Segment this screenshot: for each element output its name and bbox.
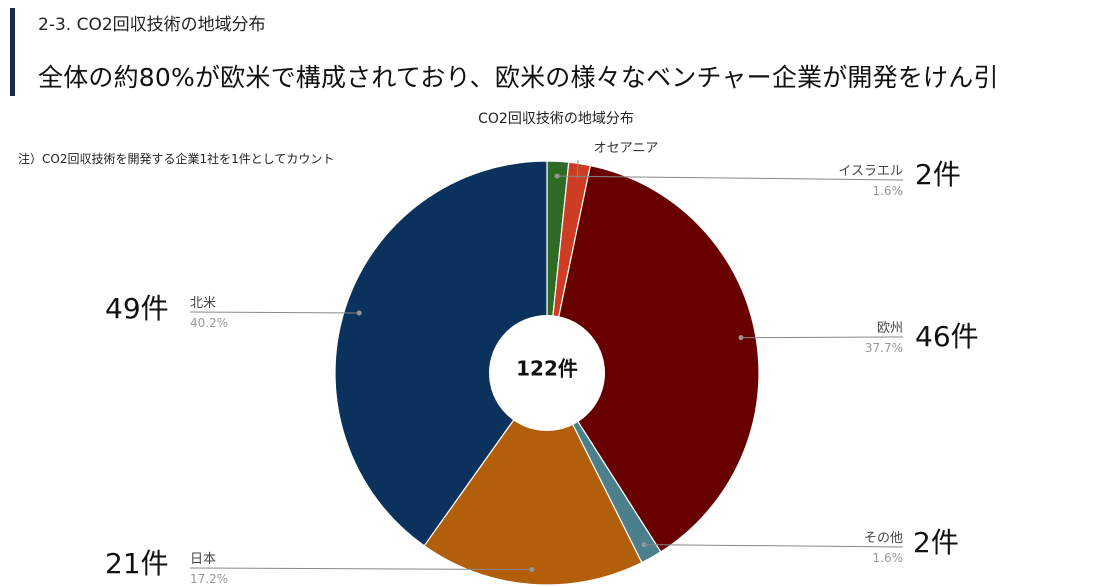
slice-percent-europe: 37.7% xyxy=(865,341,903,355)
donut-hole xyxy=(489,315,605,431)
leader-line-japan xyxy=(189,567,532,571)
slice-label-japan: 日本 xyxy=(190,552,216,567)
leader-line-israel xyxy=(557,175,904,181)
slice-count-israel: 2件 xyxy=(915,158,961,191)
slice-north_america xyxy=(334,160,548,547)
slice-count-japan: 21件 xyxy=(105,547,169,580)
slice-percent-japan: 17.2% xyxy=(190,572,228,586)
headline: 全体の約80%が欧米で構成されており、欧米の様々なベンチャー企業が開発をけん引 xyxy=(38,63,999,92)
slice-count-other: 2件 xyxy=(913,526,959,559)
slice-japan xyxy=(423,371,643,586)
slice-label-other: その他 xyxy=(864,531,903,546)
slice-label-north_america: 北米 xyxy=(190,296,216,311)
slice-percent-israel: 1.6% xyxy=(873,184,904,198)
chart-title: CO2回収技術の地域分布 xyxy=(478,111,634,127)
slice-percent-north_america: 40.2% xyxy=(190,316,228,330)
center-total-label: 122件 xyxy=(516,357,578,381)
leader-line-other xyxy=(644,544,904,548)
slice-count-europe: 46件 xyxy=(915,320,979,353)
slice-label-europe: 欧州 xyxy=(877,321,903,336)
chart-note: 注）CO2回収技術を開発する企業1社を1件としてカウント xyxy=(18,152,335,166)
leader-line-oceania xyxy=(576,159,579,179)
accent-bar xyxy=(10,8,15,96)
leader-line-north_america xyxy=(189,311,360,314)
section-title: 2-3. CO2回収技術の地域分布 xyxy=(38,15,266,35)
slice-label-israel: イスラエル xyxy=(838,164,903,179)
leader-line-europe xyxy=(740,336,904,339)
slice-percent-other: 1.6% xyxy=(873,551,904,565)
slice-label-oceania: オセアニア xyxy=(594,141,659,156)
slice-count-north_america: 49件 xyxy=(105,292,169,325)
